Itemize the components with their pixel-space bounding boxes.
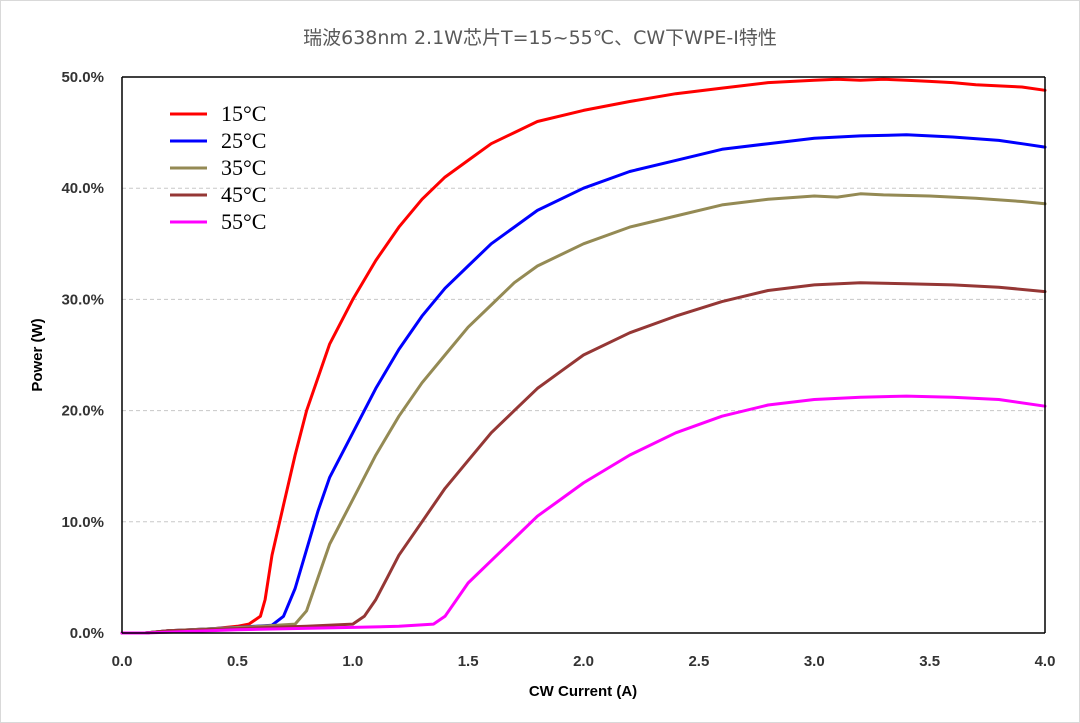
x-tick-label: 4.0 [1035,653,1056,670]
x-axis-title: CW Current (A) [529,683,637,700]
series-line [120,192,1047,635]
series-line [120,281,1047,635]
x-tick-labels: 0.0 0.5 1.0 1.5 2.0 2.5 3.0 3.5 4.0 [112,653,1056,670]
y-tick-label: 10.0% [61,514,104,531]
legend-label: 45°C [221,182,266,207]
legend-label: 55°C [221,209,266,234]
series-line [120,133,1047,635]
x-tick-label: 1.0 [342,653,363,670]
x-tick-label: 3.5 [919,653,940,670]
series-line [120,394,1047,635]
y-tick-label: 0.0% [70,625,104,642]
legend: 15°C25°C35°C45°C55°C [170,101,266,234]
x-tick-label: 0.0 [112,653,133,670]
legend-label: 35°C [221,155,266,180]
y-tick-label: 20.0% [61,403,104,420]
chart-title: 瑞波638nm 2.1W芯片T=15~55℃、CW下WPE-I特性 [303,27,777,49]
y-tick-label: 40.0% [61,180,104,197]
y-tick-label: 50.0% [61,69,104,86]
x-tick-label: 2.5 [688,653,709,670]
x-tick-label: 0.5 [227,653,248,670]
y-tick-label: 30.0% [61,291,104,308]
axes [121,76,1046,634]
x-tick-label: 2.0 [573,653,594,670]
y-tick-labels: 0.0% 10.0% 20.0% 30.0% 40.0% 50.0% [61,69,104,642]
legend-label: 25°C [221,128,266,153]
x-tick-label: 3.0 [804,653,825,670]
series-lines [120,77,1047,635]
y-axis-title: Power (W) [29,318,46,391]
series-line [120,77,1047,635]
legend-label: 15°C [221,101,266,126]
x-tick-label: 1.5 [458,653,479,670]
